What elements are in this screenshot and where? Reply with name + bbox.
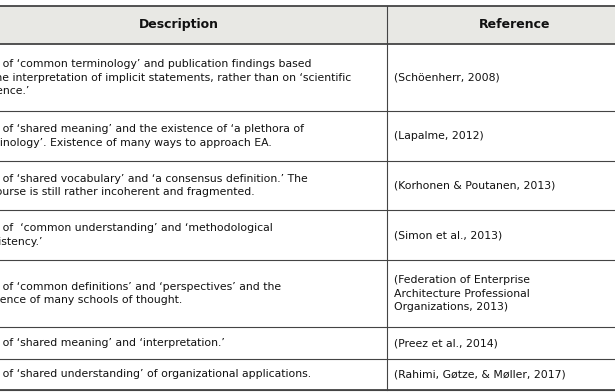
Text: (Federation of Enterprise
Architecture Professional
Organizations, 2013): (Federation of Enterprise Architecture P… xyxy=(394,275,530,312)
Text: (Schöenherr, 2008): (Schöenherr, 2008) xyxy=(394,73,499,83)
Text: (Simon et al., 2013): (Simon et al., 2013) xyxy=(394,230,502,240)
Text: (Rahimi, Gøtze, & Møller, 2017): (Rahimi, Gøtze, & Møller, 2017) xyxy=(394,369,565,379)
Text: Lack of ‘common terminology’ and publication findings based
on the interpretatio: Lack of ‘common terminology’ and publica… xyxy=(0,59,351,96)
Text: (Lapalme, 2012): (Lapalme, 2012) xyxy=(394,131,483,141)
Bar xyxy=(0,211,615,260)
Text: Lack of ‘shared meaning’ and the existence of ‘a plethora of
terminology’. Exist: Lack of ‘shared meaning’ and the existen… xyxy=(0,124,304,148)
Bar xyxy=(0,359,615,390)
Bar xyxy=(0,44,615,111)
Bar xyxy=(0,6,615,44)
Bar xyxy=(0,161,615,211)
Text: Lack of ‘shared vocabulary’ and ‘a consensus definition.’ The
discourse is still: Lack of ‘shared vocabulary’ and ‘a conse… xyxy=(0,174,308,198)
Text: Lack of ‘common definitions’ and ‘perspectives’ and the
existence of many school: Lack of ‘common definitions’ and ‘perspe… xyxy=(0,282,280,305)
Text: Description: Description xyxy=(139,18,219,31)
Text: Lack of ‘shared understanding’ of organizational applications.: Lack of ‘shared understanding’ of organi… xyxy=(0,369,311,379)
Text: Reference: Reference xyxy=(478,18,550,31)
Bar xyxy=(0,111,615,161)
Text: (Korhonen & Poutanen, 2013): (Korhonen & Poutanen, 2013) xyxy=(394,181,555,191)
Bar xyxy=(0,260,615,327)
Text: Lack of  ‘common understanding’ and ‘methodological
consistency.’: Lack of ‘common understanding’ and ‘meth… xyxy=(0,223,272,247)
Text: Lack of ‘shared meaning’ and ‘interpretation.’: Lack of ‘shared meaning’ and ‘interpreta… xyxy=(0,338,224,348)
Bar xyxy=(0,327,615,359)
Text: (Preez et al., 2014): (Preez et al., 2014) xyxy=(394,338,498,348)
